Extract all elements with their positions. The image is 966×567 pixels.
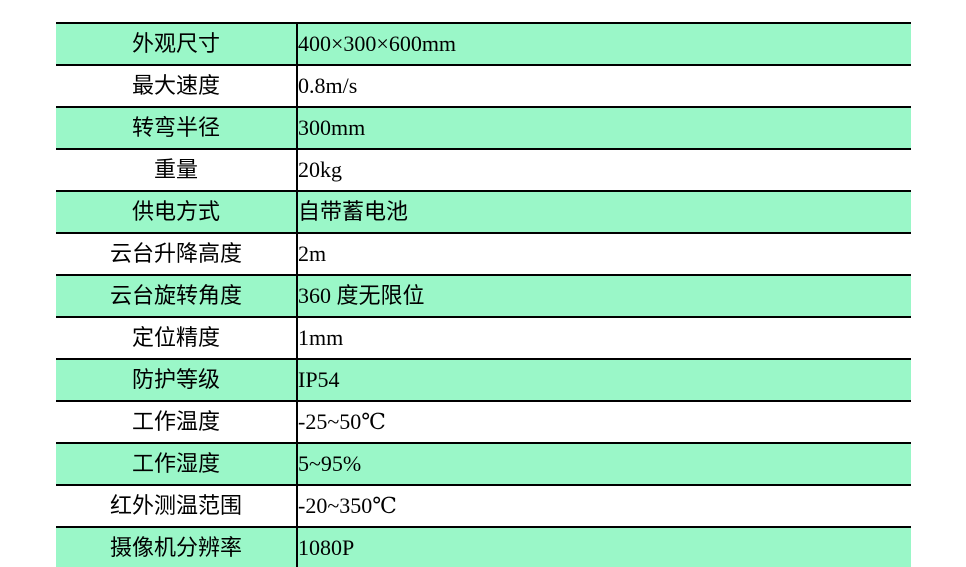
spec-label: 重量 bbox=[56, 149, 298, 191]
spec-value: -25~50℃ bbox=[298, 409, 386, 434]
table-row: 外观尺寸 400×300×600mm bbox=[56, 23, 911, 65]
table-row: 重量 20kg bbox=[56, 149, 911, 191]
table-row: 转弯半径 300mm bbox=[56, 107, 911, 149]
spec-value: 2m bbox=[298, 241, 327, 266]
table-row: 定位精度 1mm bbox=[56, 317, 911, 359]
spec-label: 工作湿度 bbox=[56, 443, 298, 485]
spec-table-container: 外观尺寸 400×300×600mm 最大速度 0.8m/s 转弯半径 300m… bbox=[56, 22, 911, 567]
spec-label: 工作温度 bbox=[56, 401, 298, 443]
table-row: 供电方式 自带蓄电池 bbox=[56, 191, 911, 233]
spec-label: 红外测温范围 bbox=[56, 485, 298, 527]
table-row: 云台升降高度 2m bbox=[56, 233, 911, 275]
spec-label: 云台旋转角度 bbox=[56, 275, 298, 317]
table-row: 摄像机分辨率 1080P bbox=[56, 527, 911, 567]
spec-value: 360 度无限位 bbox=[298, 283, 425, 308]
spec-value: 0.8m/s bbox=[298, 73, 358, 98]
spec-value: 300mm bbox=[298, 115, 366, 140]
table-row: 工作温度 -25~50℃ bbox=[56, 401, 911, 443]
spec-value: 1mm bbox=[298, 325, 344, 350]
spec-label: 防护等级 bbox=[56, 359, 298, 401]
table-row: 最大速度 0.8m/s bbox=[56, 65, 911, 107]
spec-value: IP54 bbox=[298, 367, 340, 392]
table-row: 工作湿度 5~95% bbox=[56, 443, 911, 485]
spec-label: 供电方式 bbox=[56, 191, 298, 233]
spec-table: 外观尺寸 400×300×600mm 最大速度 0.8m/s 转弯半径 300m… bbox=[56, 22, 911, 567]
table-row: 云台旋转角度 360 度无限位 bbox=[56, 275, 911, 317]
spec-label: 转弯半径 bbox=[56, 107, 298, 149]
spec-value: 自带蓄电池 bbox=[298, 199, 409, 224]
spec-label: 外观尺寸 bbox=[56, 23, 298, 65]
table-row: 防护等级 IP54 bbox=[56, 359, 911, 401]
spec-value: 1080P bbox=[298, 535, 355, 560]
spec-value: 20kg bbox=[298, 157, 342, 182]
spec-value: 400×300×600mm bbox=[298, 31, 457, 56]
spec-label: 云台升降高度 bbox=[56, 233, 298, 275]
spec-label: 摄像机分辨率 bbox=[56, 527, 298, 567]
spec-value: 5~95% bbox=[298, 451, 362, 476]
spec-label: 最大速度 bbox=[56, 65, 298, 107]
table-row: 红外测温范围 -20~350℃ bbox=[56, 485, 911, 527]
spec-label: 定位精度 bbox=[56, 317, 298, 359]
spec-value: -20~350℃ bbox=[298, 493, 397, 518]
